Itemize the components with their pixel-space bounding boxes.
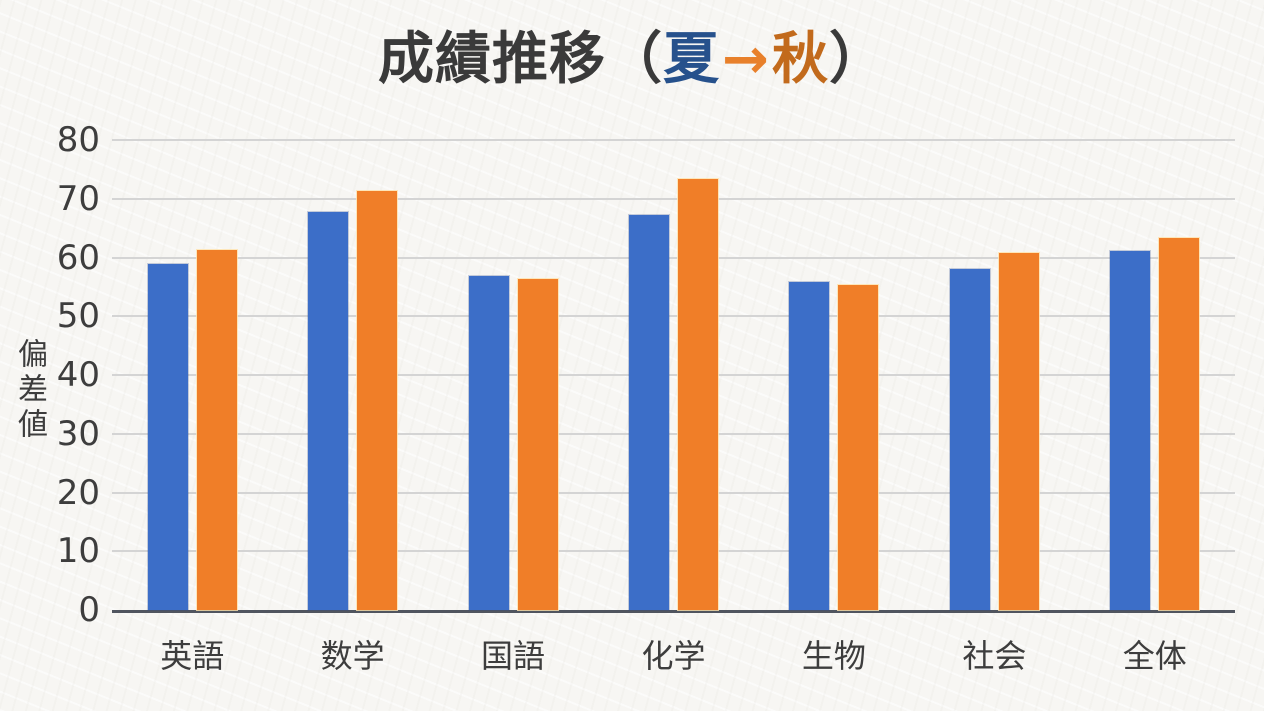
bar-series1-cat2 — [308, 211, 349, 610]
gridline-10 — [112, 550, 1235, 553]
title-main-text: 成績推移 — [378, 27, 607, 92]
bar-series-area — [112, 140, 1235, 610]
plot-area — [112, 139, 1235, 613]
bar-series2-cat1 — [196, 250, 237, 610]
x-axis-label-7: 全体 — [1122, 637, 1187, 675]
bar-group-2 — [272, 140, 432, 610]
title-paren-open: （ — [606, 27, 664, 92]
gridline-30 — [112, 432, 1235, 435]
bar-series1-cat3 — [468, 276, 509, 610]
bar-series2-cat6 — [998, 252, 1039, 610]
y-tick-label-70: 70 — [56, 178, 100, 219]
y-axis-title: 偏差値 — [12, 338, 47, 443]
bar-group-3 — [433, 140, 593, 610]
gridline-20 — [112, 491, 1235, 494]
bar-group-6 — [914, 140, 1074, 610]
bar-group-7 — [1075, 140, 1235, 610]
x-axis-label-5: 生物 — [801, 637, 866, 675]
gridline-50 — [112, 315, 1235, 318]
y-tick-label-10: 10 — [56, 531, 100, 572]
x-axis-label-3: 国語 — [481, 637, 546, 675]
y-tick-label-20: 20 — [56, 472, 100, 513]
bar-series2-cat3 — [517, 279, 558, 610]
bar-series2-cat7 — [1159, 237, 1200, 610]
gridline-70 — [112, 197, 1235, 200]
y-tick-label-40: 40 — [56, 355, 100, 395]
bar-group-1 — [112, 140, 272, 610]
gridline-60 — [112, 256, 1235, 259]
bar-series1-cat6 — [949, 268, 990, 610]
bar-series2-cat2 — [357, 190, 398, 610]
right-arrow-icon: → — [722, 27, 770, 92]
bar-series1-cat5 — [789, 281, 830, 610]
gridline-40 — [112, 374, 1235, 376]
y-tick-label-30: 30 — [56, 413, 100, 454]
y-tick-label-0: 0 — [78, 590, 100, 630]
x-axis-labels: 英語 数学 国語 化学 生物 社会 全体 — [112, 631, 1235, 677]
title-paren-close: ） — [828, 27, 886, 92]
y-tick-label-80: 80 — [56, 120, 100, 160]
chart-title: 成績推移（夏→秋） — [0, 14, 1264, 95]
x-axis-label-4: 化学 — [641, 637, 706, 675]
title-summer-text: 夏 — [663, 27, 721, 92]
gridline-80 — [112, 139, 1235, 141]
bar-series1-cat1 — [147, 263, 188, 610]
title-autumn-text: 秋 — [771, 27, 829, 92]
y-axis-tick-labels: 0 10 20 30 40 50 60 70 80 — [28, 121, 100, 629]
x-axis-label-2: 数学 — [320, 637, 385, 675]
bar-series1-cat7 — [1110, 251, 1151, 610]
x-axis-label-1: 英語 — [160, 637, 225, 675]
bar-group-4 — [593, 140, 753, 610]
x-axis-label-6: 社会 — [962, 637, 1027, 675]
bar-series1-cat4 — [628, 215, 669, 610]
bar-series2-cat5 — [838, 285, 879, 610]
y-tick-label-60: 60 — [56, 237, 100, 278]
y-tick-label-50: 50 — [56, 296, 100, 337]
bar-group-5 — [754, 140, 914, 610]
bar-series2-cat4 — [677, 179, 718, 610]
